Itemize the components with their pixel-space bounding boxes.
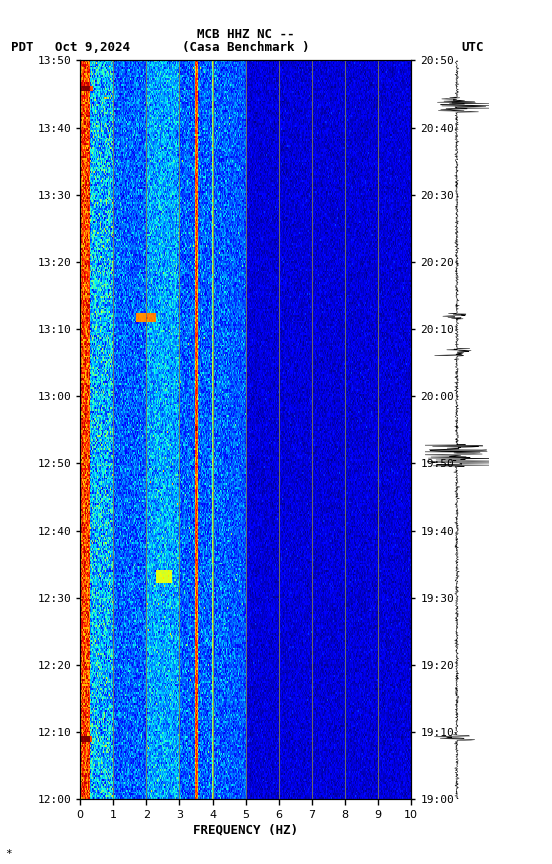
Text: Oct 9,2024: Oct 9,2024 <box>55 41 130 54</box>
Text: (Casa Benchmark ): (Casa Benchmark ) <box>182 41 309 54</box>
X-axis label: FREQUENCY (HZ): FREQUENCY (HZ) <box>193 823 298 836</box>
Text: *: * <box>6 849 12 859</box>
Text: PDT: PDT <box>11 41 34 54</box>
Text: UTC: UTC <box>461 41 484 54</box>
Text: MCB HHZ NC --: MCB HHZ NC -- <box>197 28 294 41</box>
